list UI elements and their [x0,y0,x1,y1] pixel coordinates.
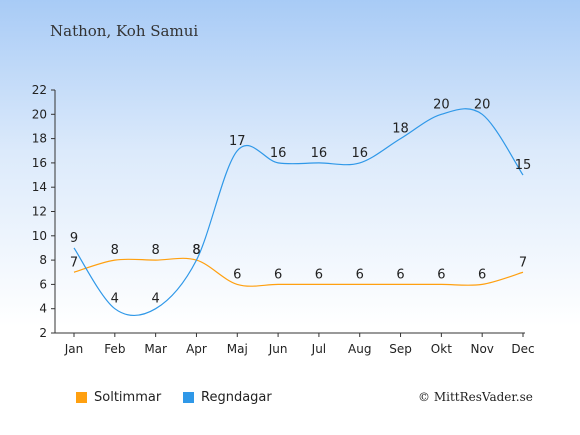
data-label-soltimmar: 6 [356,267,364,282]
data-label-regndagar: 20 [433,97,450,112]
legend-swatch-regndagar [183,392,194,403]
legend-item-soltimmar: Soltimmar [76,390,161,405]
x-tick-label: Sep [389,342,412,356]
data-label-regndagar: 20 [474,97,491,112]
chart-title: Nathon, Koh Samui [50,22,199,40]
legend-swatch-soltimmar [76,392,87,403]
x-tick-label: Maj [227,342,248,356]
y-tick-label: 8 [39,253,47,267]
data-label-soltimmar: 8 [111,243,119,258]
data-label-regndagar: 4 [111,292,119,307]
x-tick-label: Dec [511,342,534,356]
x-tick-label: Nov [470,342,493,356]
x-tick-label: Apr [186,342,207,356]
data-label-soltimmar: 6 [437,267,445,282]
tick-labels: 2 4 6 8 10 12 14 16 18 20 22 Jan Feb Mar Apr Maj Jun Jul A… [32,83,535,356]
data-label-regndagar: 16 [351,146,368,161]
y-tick-label: 12 [32,205,47,219]
data-label-regndagar: 8 [192,243,200,258]
data-label-soltimmar: 6 [274,267,282,282]
data-label-regndagar: 16 [270,146,287,161]
axes [51,89,525,337]
data-label-soltimmar: 6 [396,267,404,282]
data-label-soltimmar: 6 [233,267,241,282]
x-tick-label: Aug [348,342,371,356]
series-lines [73,108,524,317]
y-tick-label: 2 [39,326,47,340]
legend-label-regndagar: Regndagar [201,390,272,405]
series-line-regndagar [73,108,524,317]
y-tick-label: 14 [32,180,47,194]
data-label-regndagar: 16 [311,146,328,161]
y-tick-label: 18 [32,132,47,146]
x-tick-label: Feb [104,342,125,356]
y-tick-label: 20 [32,107,47,121]
data-label-regndagar: 18 [392,122,409,137]
y-tick-label: 10 [32,229,47,243]
data-label-soltimmar: 6 [315,267,323,282]
legend-label-soltimmar: Soltimmar [94,390,162,405]
data-label-regndagar: 4 [151,292,159,307]
y-tick-label: 6 [39,277,47,291]
data-label-regndagar: 9 [70,231,78,246]
y-tick-label: 16 [32,156,47,170]
data-label-soltimmar: 7 [70,255,78,270]
copyright-notice: © MittResVader.se [418,390,533,404]
data-label-soltimmar: 8 [151,243,159,258]
x-tick-label: Jun [268,342,288,356]
series-line-soltimmar [73,257,524,287]
data-label-soltimmar: 7 [519,255,527,270]
x-tick-label: Jan [64,342,84,356]
legend-item-regndagar: Regndagar [183,390,272,405]
x-tick-label: Mar [144,342,167,356]
data-label-soltimmar: 6 [478,267,486,282]
data-label-soltimmar: 8 [192,243,200,258]
data-label-regndagar: 15 [515,158,532,173]
y-tick-label: 4 [39,302,47,316]
data-label-regndagar: 17 [229,134,246,149]
x-tick-label: Okt [431,342,452,356]
x-tick-label: Jul [311,342,326,356]
y-tick-label: 22 [32,83,47,97]
